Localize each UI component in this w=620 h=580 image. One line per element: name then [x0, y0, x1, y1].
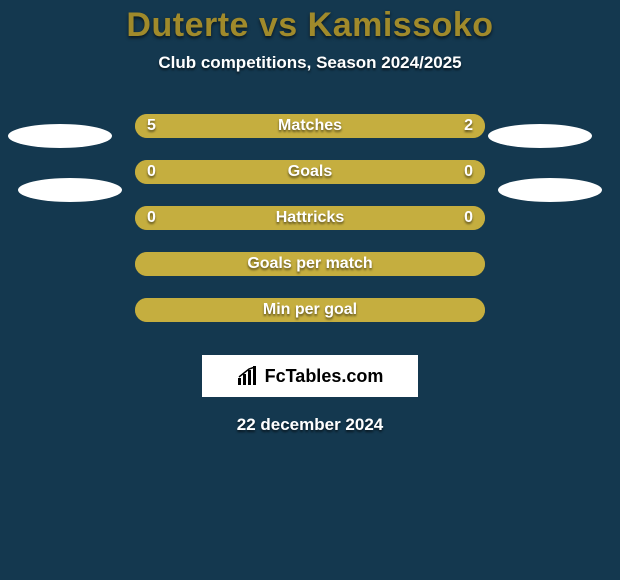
- avatar-placeholder: [18, 178, 122, 202]
- metric-row: Min per goal: [0, 287, 620, 333]
- bar-fill-left: [135, 160, 485, 184]
- bar-fill-left: [135, 298, 485, 322]
- avatar-placeholder: [8, 124, 112, 148]
- avatar-placeholder: [498, 178, 602, 202]
- bar-fill-left: [135, 206, 485, 230]
- metric-row: Hattricks00: [0, 195, 620, 241]
- page-title: Duterte vs Kamissoko: [0, 0, 620, 45]
- watermark: FcTables.com: [202, 355, 418, 397]
- metric-row: Goals per match: [0, 241, 620, 287]
- bar-fill-right: [370, 114, 486, 138]
- subtitle: Club competitions, Season 2024/2025: [0, 53, 620, 73]
- bar-track: Goals per match: [135, 252, 485, 276]
- bar-track: Matches52: [135, 114, 485, 138]
- bar-track: Min per goal: [135, 298, 485, 322]
- bar-track: Goals00: [135, 160, 485, 184]
- bar-track: Hattricks00: [135, 206, 485, 230]
- date-label: 22 december 2024: [0, 415, 620, 435]
- bar-fill-left: [135, 252, 485, 276]
- watermark-text: FcTables.com: [265, 366, 384, 387]
- avatar-placeholder: [488, 124, 592, 148]
- chart-icon: [237, 366, 259, 386]
- bar-fill-left: [135, 114, 370, 138]
